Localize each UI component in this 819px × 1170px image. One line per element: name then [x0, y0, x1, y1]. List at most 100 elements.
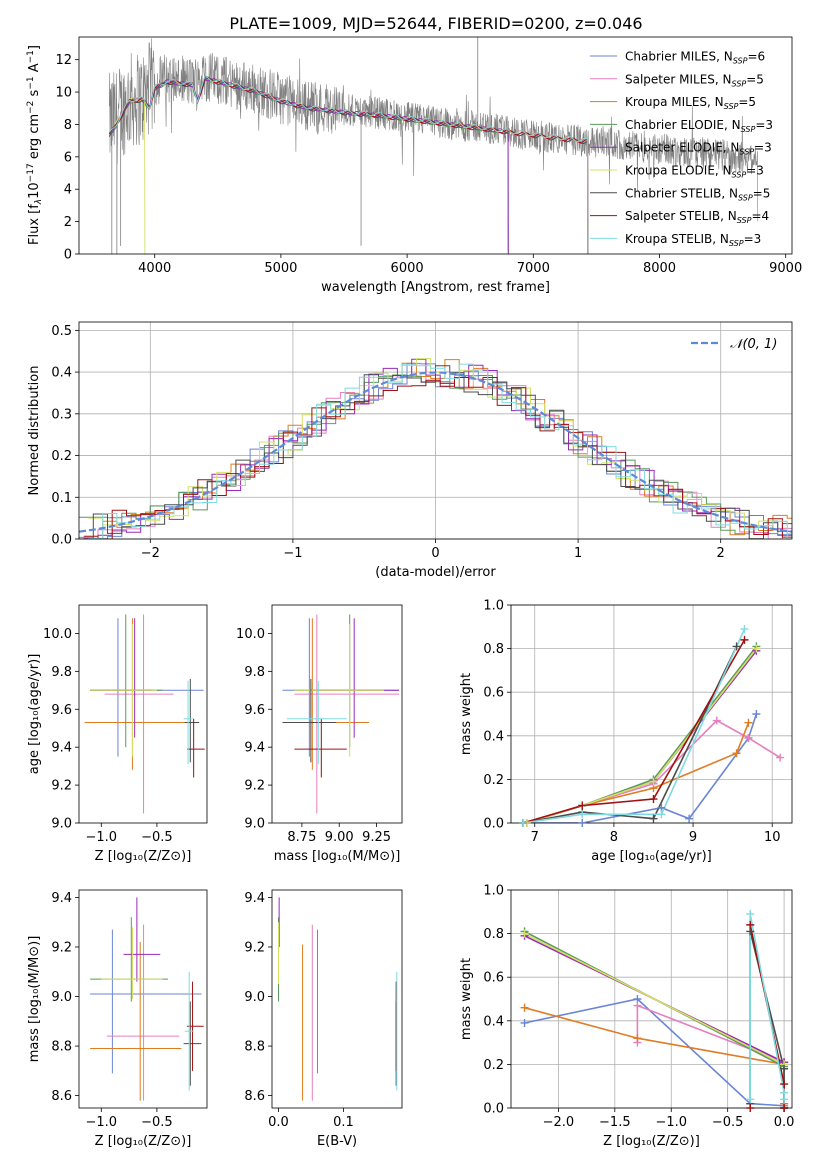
y-label-part: −2 — [26, 101, 36, 114]
y-axis-label: mass [log₁₀(M/M⊙)] — [27, 936, 42, 1063]
y-axis-label: mass weight — [459, 958, 474, 1040]
tick-label-x: −1.0 — [85, 1115, 117, 1130]
tick-label-x: 7000 — [517, 261, 550, 276]
x-axis-label: Z [log₁₀(Z/Z⊙)] — [95, 1134, 192, 1149]
tick-label-x: −1.0 — [655, 1115, 687, 1130]
weight-line — [749, 924, 785, 1108]
tick-label-y: 0.2 — [51, 449, 72, 464]
y-label-part: ] — [27, 45, 42, 50]
legend-label: Chabrier MILES, NSSP=6 — [625, 50, 765, 66]
tick-label-y: 4 — [64, 183, 72, 198]
weight-marker — [780, 1095, 789, 1104]
plot-area-weight-vs-age — [522, 628, 781, 823]
y-label-part: −17 — [26, 163, 36, 182]
tick-label-y: 10 — [55, 86, 72, 101]
tick-label-y: 0.0 — [483, 817, 504, 832]
tick-label-y: 0.6 — [483, 971, 504, 986]
tick-label-y: 9.2 — [51, 940, 72, 955]
y-axis-label: age [log₁₀(age/yr)] — [27, 654, 42, 775]
axes-age-vs-mass: 8.75 9.00 9.25 9.0 9.2 9.4 9.6 9.8 10.0 mass [log… — [236, 604, 403, 864]
legend-count: =3 — [755, 118, 773, 132]
legend-text: Chabrier STELIB, N — [625, 186, 738, 200]
observed-spectrum — [109, 38, 759, 222]
tick-label-x: 8 — [610, 830, 618, 845]
tick-label-y: 0.3 — [51, 407, 72, 422]
weight-marker — [732, 749, 741, 758]
tick-label-x: 9 — [689, 830, 697, 845]
weight-marker — [744, 733, 753, 742]
legend-text: Kroupa MILES, N — [625, 95, 724, 109]
legend-subscript: SSP — [724, 102, 739, 111]
weight-marker — [752, 710, 761, 718]
weight-marker — [740, 624, 749, 633]
legend-subscript: SSP — [739, 148, 754, 157]
plot-area-spectrum — [108, 37, 759, 254]
axes-mass-vs-Z: −1.0 −0.5 8.6 8.8 9.0 9.2 9.4 Z [log₁₀(Z/Z⊙)] ma… — [27, 889, 208, 1149]
x-axis-label: (data-model)/error — [375, 565, 496, 580]
tick-label-x: 9.00 — [325, 830, 354, 845]
weight-marker — [732, 642, 741, 651]
plot-area-age-vs-Z — [84, 614, 205, 814]
histogram-step — [88, 363, 792, 539]
weight-marker — [712, 716, 721, 725]
tick-label-y: 0.4 — [483, 729, 504, 744]
chart-layer: 4000 5000 6000 7000 8000 9000024681012wavelen… — [26, 36, 802, 1149]
tick-label-x: −0.5 — [141, 830, 173, 845]
axes-residuals: −2 −1 0 1 2 0.0 0.1 0.2 0.3 0.4 0.5 (data-model)/er… — [27, 321, 793, 580]
plot-area-residuals — [79, 358, 792, 539]
figure-title: PLATE=1009, MJD=52644, FIBERID=0200, z=0… — [229, 14, 642, 33]
weight-marker — [746, 1095, 755, 1104]
tick-label-y: 0.5 — [51, 324, 72, 339]
legend-text: Salpeter MILES, N — [625, 72, 732, 86]
plot-area-mass-vs-Z — [90, 897, 204, 1101]
x-axis-label: Z [log₁₀(Z/Z⊙)] — [603, 1134, 700, 1149]
tick-label-x: −1.5 — [599, 1115, 631, 1130]
legend-label: Chabrier STELIB, NSSP=5 — [625, 186, 770, 202]
y-label-part: A — [27, 63, 42, 76]
legend-count: =3 — [744, 232, 762, 246]
tick-label-y: 9.2 — [244, 940, 265, 955]
tick-label-y: 9.0 — [244, 990, 265, 1005]
y-label-part: erg cm — [27, 114, 42, 163]
weight-marker — [780, 1104, 789, 1112]
x-axis-label: age [log₁₀(age/yr)] — [591, 849, 712, 864]
legend-label: Salpeter STELIB, NSSP=4 — [625, 209, 769, 225]
tick-label-x: −0.5 — [141, 1115, 173, 1130]
tick-label-x: −2.0 — [543, 1115, 575, 1130]
tick-label-x: 8000 — [643, 261, 676, 276]
plot-area-weight-vs-Z — [524, 913, 785, 1108]
tick-label-x: 0.1 — [333, 1115, 354, 1130]
legend-count: =3 — [746, 164, 764, 178]
tick-label-y: 9.2 — [244, 779, 265, 794]
legend-label: Chabrier ELODIE, NSSP=3 — [625, 118, 773, 134]
tick-label-y: 8.6 — [51, 1089, 72, 1104]
weight-marker — [746, 920, 755, 929]
legend-subscript: SSP — [732, 171, 747, 180]
axes-weight-vs-age: 7 8 9 10 0.0 0.2 0.4 0.6 0.8 1.0 age [log₁₀(age/yr… — [459, 599, 793, 864]
weight-line — [524, 998, 785, 1107]
legend-text: Chabrier MILES, N — [625, 50, 733, 64]
legend-subscript: SSP — [737, 216, 752, 225]
tick-label-y: 9.6 — [51, 703, 72, 718]
tick-label-x: 1 — [574, 546, 582, 561]
y-label-part: s — [27, 89, 42, 100]
tick-label-x: 8.75 — [287, 830, 316, 845]
x-axis-label: Z [log₁₀(Z/Z⊙)] — [95, 849, 192, 864]
weight-line — [749, 931, 785, 1108]
weight-marker — [520, 1018, 529, 1027]
legend-subscript: SSP — [729, 239, 744, 248]
legend-label: 𝒩(0, 1) — [730, 337, 777, 352]
legend-count: =6 — [747, 50, 765, 64]
tick-label-y: 9.0 — [51, 817, 72, 832]
legend-text: Salpeter ELODIE, N — [625, 141, 739, 155]
weight-marker — [752, 644, 761, 653]
axes-frame — [510, 889, 793, 1109]
weight-marker — [633, 1034, 642, 1043]
weight-marker — [744, 718, 753, 727]
legend-subscript: SSP — [733, 57, 748, 66]
tick-label-y: 0.6 — [483, 686, 504, 701]
tick-label-y: 10.0 — [236, 627, 265, 642]
y-label-part: −1 — [26, 50, 36, 63]
